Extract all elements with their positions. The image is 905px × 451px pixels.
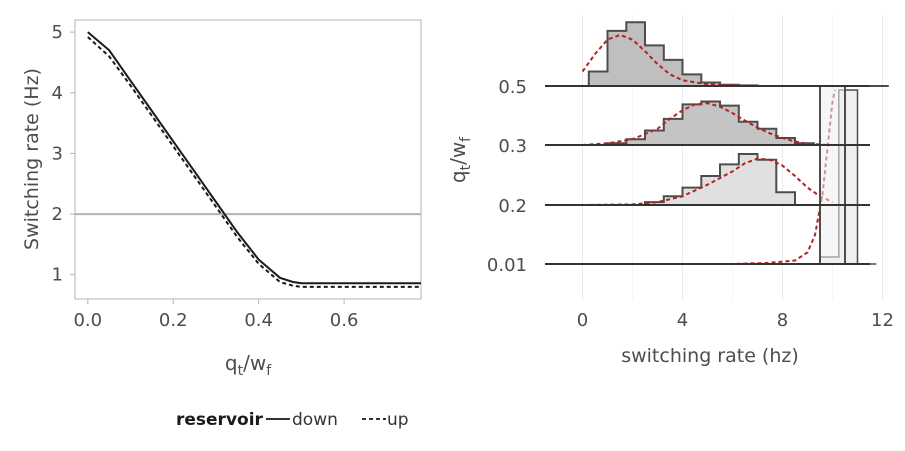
series-line-down bbox=[87, 31, 421, 285]
legend-label-up: up bbox=[387, 410, 409, 430]
left-x-tick-label: 0.2 bbox=[159, 310, 188, 331]
left-y-tick-label: 1 bbox=[52, 265, 63, 286]
histogram-0.3 bbox=[588, 100, 833, 146]
right-x-ticks: 0 4 8 12 bbox=[577, 310, 894, 331]
legend-title: reservoir bbox=[176, 410, 264, 430]
left-y-tick-label: 2 bbox=[52, 204, 63, 225]
series-line-up bbox=[87, 36, 421, 288]
right-x-tick-label: 8 bbox=[777, 310, 788, 331]
right-y-ticks: 0.5 0.3 0.2 0.01 bbox=[487, 77, 527, 276]
left-y-tick-label: 3 bbox=[52, 143, 63, 164]
density-curve-0.2 bbox=[582, 157, 833, 206]
left-series-lines bbox=[87, 31, 421, 288]
right-y-tick-label: 0.01 bbox=[487, 255, 527, 276]
left-x-ticks: 0.0 0.2 0.4 0.6 bbox=[73, 299, 358, 331]
right-y-tick-label: 0.3 bbox=[498, 136, 527, 157]
right-y-axis-label: qt/wf bbox=[446, 136, 474, 183]
left-x-tick-label: 0.6 bbox=[330, 310, 359, 331]
right-x-tick-label: 0 bbox=[577, 310, 588, 331]
density-curve-0.3 bbox=[582, 102, 833, 146]
ridge-row-0.2 bbox=[582, 153, 833, 206]
left-y-axis-label: Switching rate (Hz) bbox=[21, 68, 43, 250]
left-x-axis-label: qt/wf bbox=[225, 351, 272, 379]
left-x-tick-label: 0.0 bbox=[73, 310, 102, 331]
right-x-tick-label: 4 bbox=[677, 310, 688, 331]
left-y-tick-label: 5 bbox=[52, 22, 63, 43]
legend: reservoir down up bbox=[176, 410, 409, 430]
left-plot-frame bbox=[74, 19, 422, 300]
right-x-axis-label: switching rate (hz) bbox=[621, 345, 799, 367]
right-panel: 0 4 8 12 0.50.30.20.01 switching rate (hz) … bbox=[446, 15, 894, 367]
left-x-tick-label: 0.4 bbox=[244, 310, 273, 331]
right-y-tick-label: 0.5 bbox=[498, 77, 527, 98]
left-y-ticks: 1 2 3 4 5 bbox=[52, 22, 75, 286]
left-y-tick-label: 4 bbox=[52, 83, 63, 104]
ridge-row-0.5 bbox=[570, 21, 889, 87]
ridge-row-0.3 bbox=[582, 100, 833, 146]
right-baselines bbox=[545, 85, 870, 265]
right-y-tick-label: 0.2 bbox=[498, 196, 527, 217]
histogram-0.2 bbox=[644, 153, 833, 206]
legend-label-down: down bbox=[292, 410, 338, 430]
right-x-tick-label: 12 bbox=[871, 310, 894, 331]
histogram-0.5 bbox=[570, 21, 889, 87]
left-panel: 0.0 0.2 0.4 0.6 1 2 3 4 5 Switching rate (Hz) q… bbox=[21, 19, 422, 379]
overlay-bar bbox=[819, 85, 846, 265]
right-overlay-bar bbox=[819, 85, 846, 265]
